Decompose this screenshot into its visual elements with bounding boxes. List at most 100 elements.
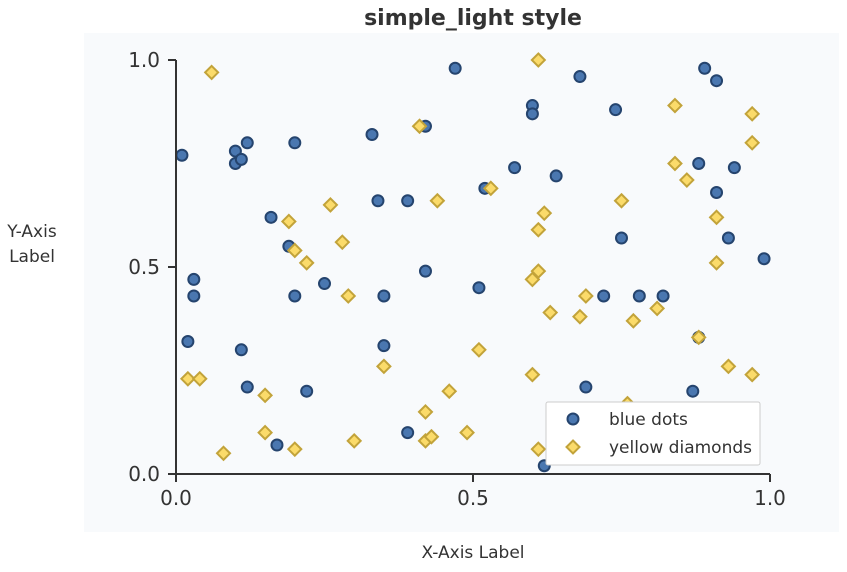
yellow-diamond-point	[298, 254, 315, 271]
yellow-diamond-point	[667, 97, 683, 114]
blue-dot-point	[377, 289, 391, 303]
blue-dot-point	[710, 185, 724, 199]
yellow-diamond-point	[572, 308, 588, 325]
yellow-diamond-point	[744, 105, 761, 122]
yellow-diamond-point	[530, 221, 547, 238]
x-tick-label: 0.0	[160, 486, 192, 510]
y-axis-ticks: 0.0 0.5 1.0	[128, 48, 176, 486]
yellow-diamond-point	[708, 209, 725, 226]
yellow-diamond-point	[257, 387, 274, 404]
chart-title: simple_light style	[364, 6, 582, 31]
blue-dot-point	[365, 128, 379, 142]
blue-dot-point	[686, 384, 700, 398]
yellow-diamond-point	[334, 234, 351, 251]
yellow-diamond-point	[744, 366, 761, 383]
yellow-diamond-point	[744, 134, 761, 151]
blue-dot-point	[721, 231, 735, 245]
blue-dot-point	[727, 161, 741, 175]
yellow-diamond-point	[530, 263, 547, 280]
blue-dot-point	[288, 289, 302, 303]
blue-dot-point	[448, 61, 462, 75]
legend-box	[545, 401, 761, 466]
x-axis-label: X-Axis Label	[421, 543, 524, 563]
blue-dot-point	[656, 289, 670, 303]
blue-dot-point	[579, 380, 593, 394]
yellow-diamond-point	[280, 213, 297, 230]
yellow-diamond-point	[708, 254, 725, 271]
blue-dot-point	[757, 252, 771, 266]
blue-dot-point	[401, 426, 415, 440]
yellow-diamond-point	[417, 403, 434, 420]
yellow-diamond-point	[286, 441, 303, 458]
blue-dot-point	[472, 281, 486, 295]
blue-dot-point	[698, 61, 712, 75]
blue-dot-point	[401, 194, 415, 208]
yellow-diamond-point	[542, 304, 559, 321]
blue-dot-point	[418, 264, 432, 278]
yellow-diamond-point	[459, 424, 475, 441]
x-tick-label: 1.0	[754, 486, 786, 510]
blue-dot-point	[632, 289, 646, 303]
blue-dot-point	[549, 169, 563, 183]
y-tick-label: 1.0	[128, 48, 160, 72]
blue-dot-point	[508, 161, 522, 175]
yellow-diamond-point	[613, 192, 630, 209]
legend-label-yellow-diamonds: yellow diamonds	[609, 438, 752, 458]
yellow-diamond-point	[482, 180, 499, 197]
yellow-diamond-point	[429, 192, 446, 209]
blue-dot-point	[175, 148, 189, 162]
yellow-diamond-point	[577, 288, 594, 304]
yellow-diamond-point	[257, 424, 274, 441]
blue-dot-point	[270, 438, 284, 452]
yellow-diamond-point	[667, 155, 683, 172]
yellow-diamond-point	[375, 358, 392, 375]
blue-dot-point	[377, 339, 391, 353]
blue-dot-point	[240, 380, 254, 394]
blue-dot-point	[692, 157, 706, 170]
blue-dot-point	[240, 136, 254, 150]
yellow-diamond-point	[530, 52, 547, 68]
y-axis-label-line-1: Y-Axis	[6, 222, 57, 242]
yellow-diamond-point	[524, 366, 541, 383]
yellow-diamond-point	[690, 329, 707, 346]
y-axis-label-line-2: Label	[9, 247, 55, 267]
yellow-diamond-point	[441, 383, 458, 400]
blue-dot-point	[710, 74, 724, 88]
blue-dot-point	[573, 70, 587, 84]
blue-dot-point	[525, 107, 539, 121]
blue-dot-point	[371, 194, 385, 208]
blue-dot-point	[615, 231, 628, 245]
blue-dot-point	[187, 289, 201, 303]
y-axis-label: Y-Axis Label	[6, 222, 57, 267]
y-tick-label: 0.0	[128, 462, 160, 486]
yellow-diamond-point	[203, 64, 220, 81]
yellow-diamond-point	[536, 205, 553, 222]
blue-dot-point	[288, 136, 302, 150]
blue-dot-point	[181, 335, 195, 349]
legend-blue-dot-icon	[566, 412, 580, 426]
yellow-diamond-point	[286, 242, 303, 259]
yellow-diamond-point	[179, 370, 196, 387]
yellow-diamond-point	[191, 370, 208, 387]
yellow-diamond-point	[423, 428, 440, 445]
yellow-diamond-point	[346, 432, 363, 449]
yellow-diamond-point	[649, 300, 666, 317]
blue-dot-point	[234, 343, 248, 357]
blue-dot-point	[318, 277, 331, 291]
yellow-diamond-point	[720, 358, 737, 375]
x-axis-ticks: 0.0 0.5 1.0	[160, 474, 786, 510]
yellow-diamond-point	[678, 172, 695, 188]
blue-dot-point	[264, 210, 278, 224]
legend: blue dots yellow diamonds	[545, 401, 761, 466]
yellow-diamond-point	[625, 312, 642, 329]
blue-dot-point	[187, 272, 201, 286]
yellow-diamond-point	[530, 441, 547, 458]
yellow-diamond-point	[471, 341, 487, 358]
y-tick-label: 0.5	[128, 255, 160, 279]
points-layer	[175, 52, 771, 473]
yellow-diamond-point	[411, 118, 428, 135]
blue-dot-point	[234, 152, 248, 166]
legend-yellow-diamond-icon	[565, 439, 581, 455]
